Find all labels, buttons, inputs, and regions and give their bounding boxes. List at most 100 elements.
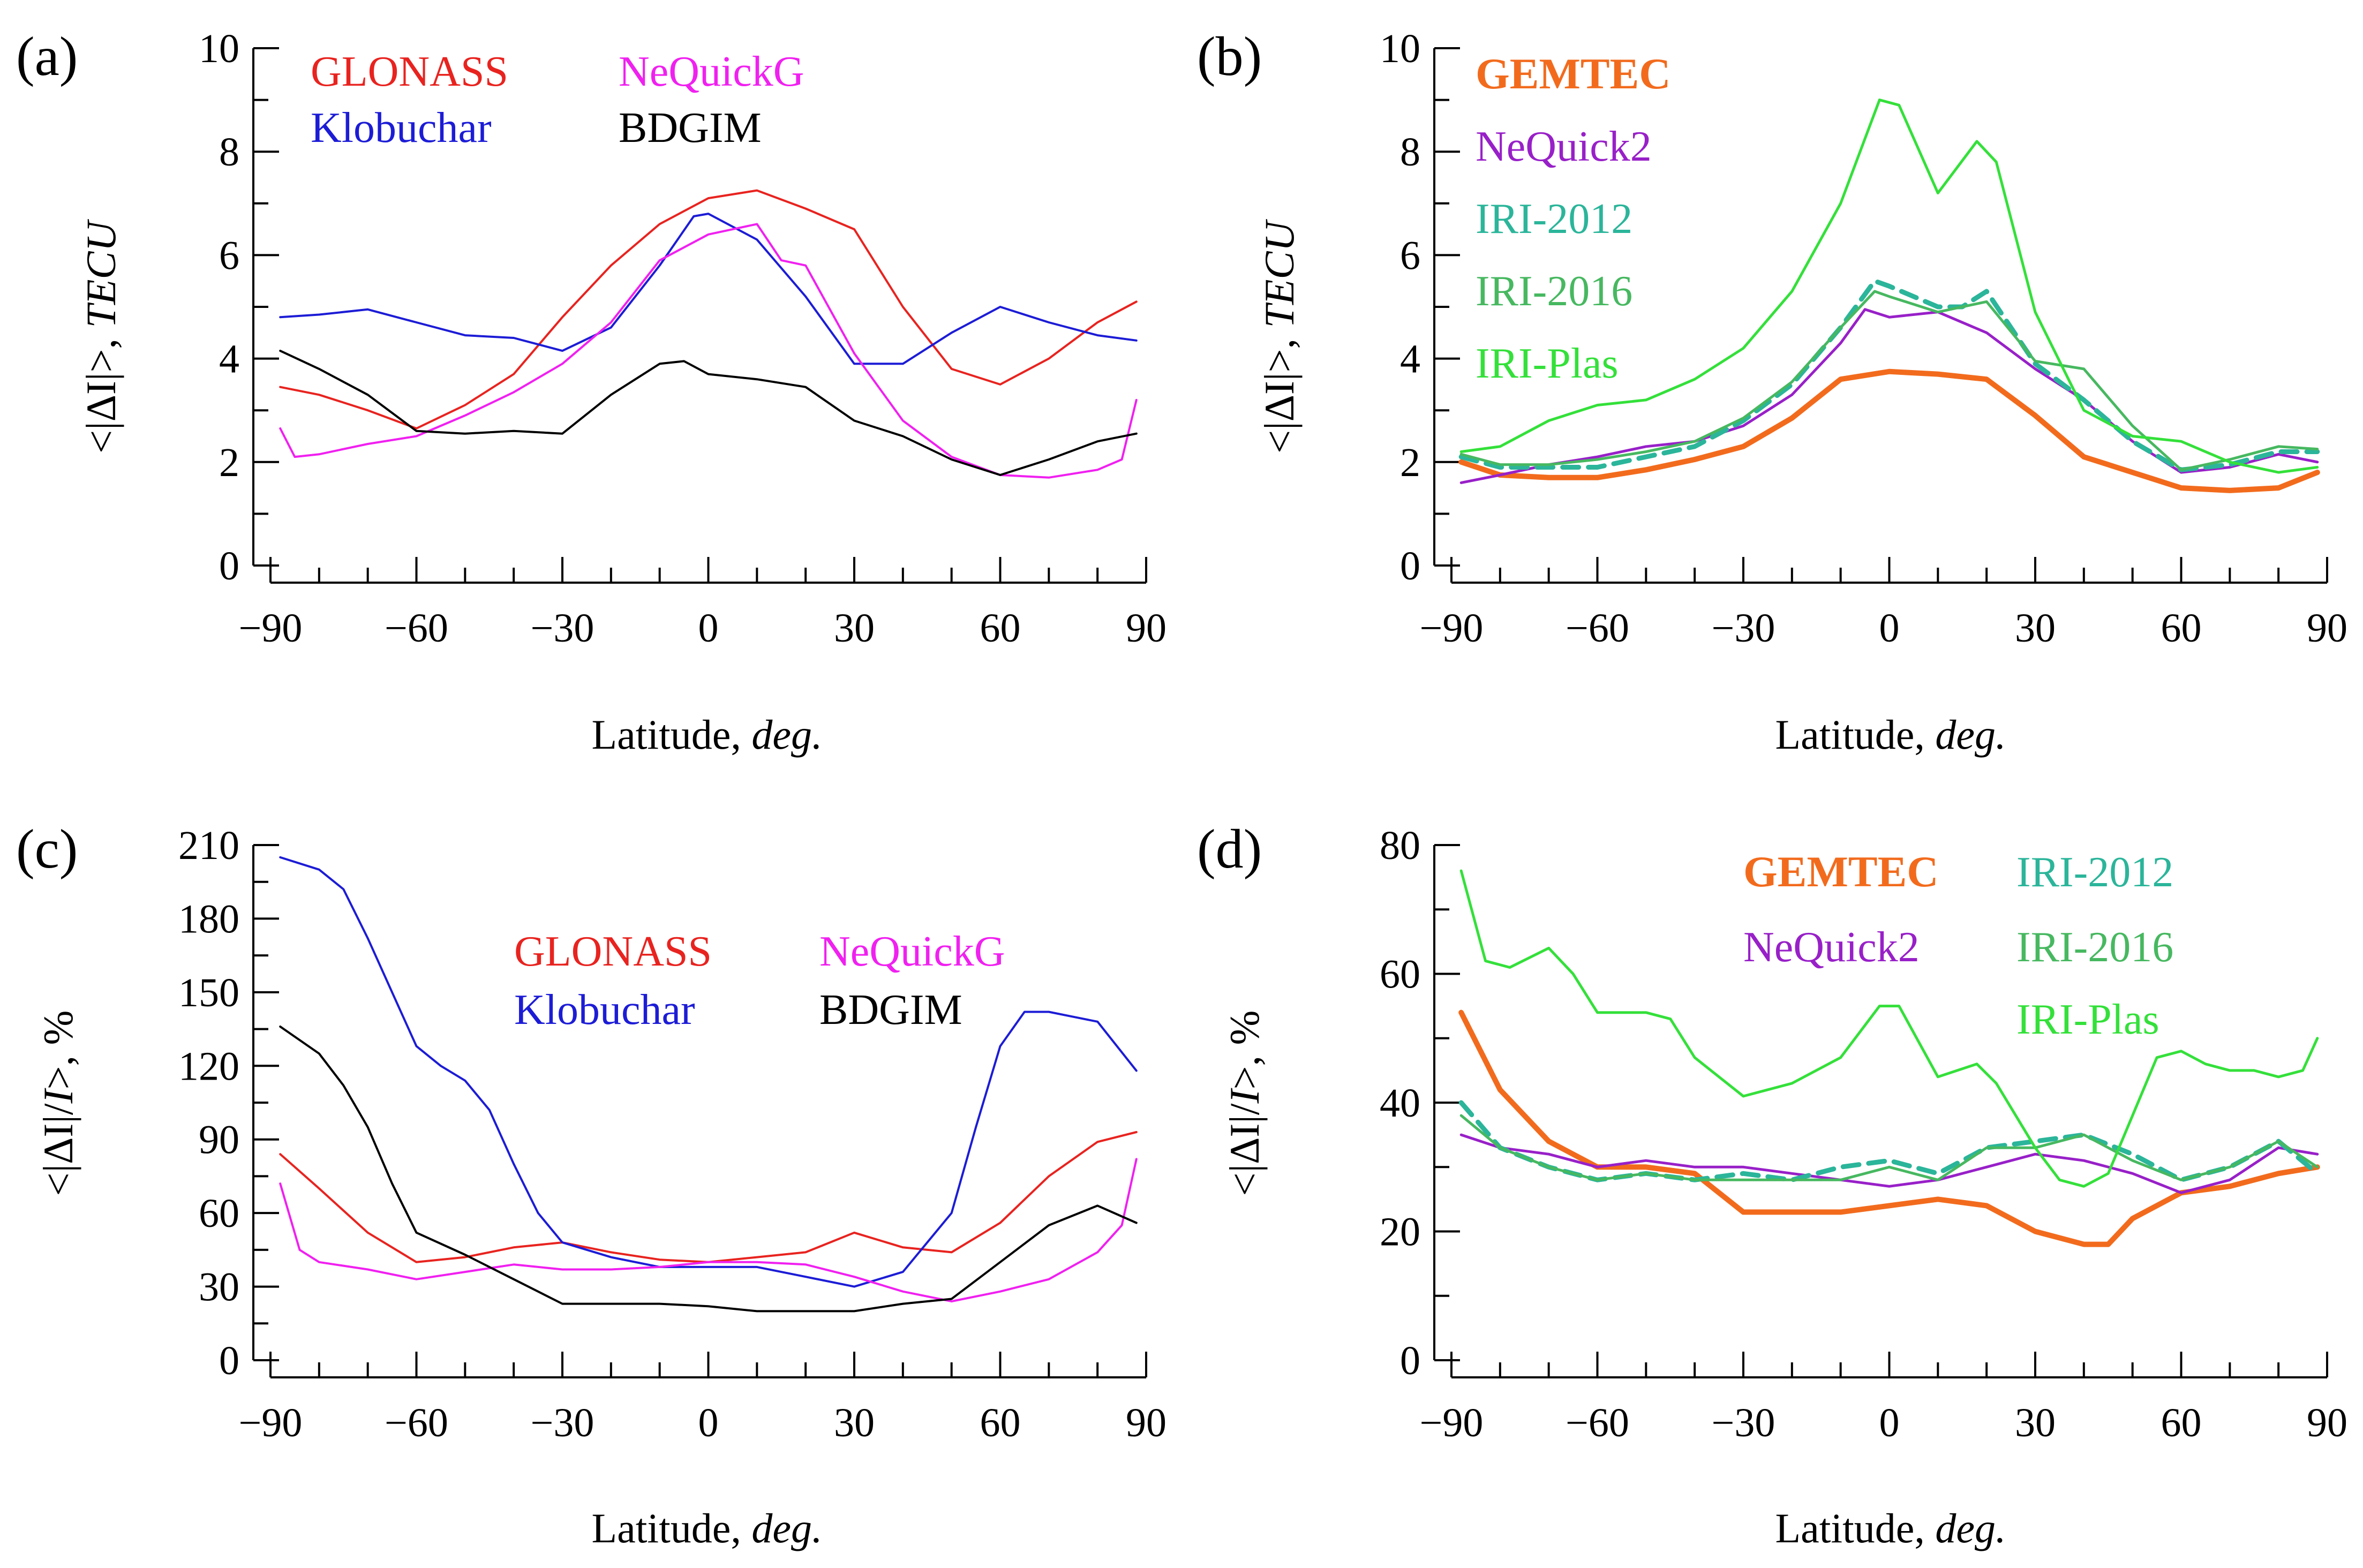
panel-a-series-klobuchar: [279, 213, 1138, 365]
panel-a-series-nequickg: [279, 223, 1138, 479]
panel-c-xlabel: Latitude, deg.: [591, 1505, 822, 1551]
panel-b-y-tick-label: 8: [1400, 130, 1420, 175]
panel-a-plot: 0 2 4 6 8 10 −90 −60 −30 0 30 60 90: [199, 26, 1167, 651]
panel-d-x-tick-label: −60: [1566, 1400, 1629, 1445]
panel-a-legend-nequickg: NeQuickG: [619, 48, 804, 95]
panel-d-x-tick-label: 60: [2161, 1400, 2202, 1445]
panel-b-series-nequick2: [1459, 308, 2319, 484]
panel-a-x-tick-label: −90: [239, 606, 303, 651]
panel-a-y-tick-label: 8: [219, 130, 239, 175]
panel-d-legend-iriplas: IRI-Plas: [2016, 996, 2159, 1043]
panel-b-x-tick-label: 60: [2161, 606, 2202, 651]
panel-d-series-nequick2: [1459, 1133, 2319, 1194]
panel-d-ylabel: <|ΔI|/I>, %: [1221, 1011, 1268, 1196]
panel-c-series-nequickg: [279, 1158, 1138, 1303]
panel-c-x-tick-label: −60: [385, 1400, 448, 1445]
panel-a-y-tick-label: 4: [219, 337, 239, 382]
panel-b-x-tick-label: −30: [1712, 606, 1775, 651]
panel-c-y-tick-label: 150: [178, 970, 239, 1015]
panel-b-x-tick-label: 90: [2307, 606, 2347, 651]
panel-a-y-tick-label: 2: [219, 440, 239, 485]
panel-c-legend-nequickg: NeQuickG: [819, 928, 1005, 975]
panel-d-label: (d): [1197, 818, 1262, 880]
panel-b-y-tick-label: 4: [1400, 337, 1420, 382]
panel-b-legend-iri2016: IRI-2016: [1476, 268, 1632, 315]
panel-b-y-tick-label: 6: [1400, 233, 1420, 278]
panel-b-x-tick-label: −60: [1566, 606, 1629, 651]
panel-c-y-tick-label: 60: [199, 1191, 239, 1236]
panel-c-y-tick-label: 30: [199, 1265, 239, 1310]
panel-b-legend-iriplas: IRI-Plas: [1476, 340, 1619, 387]
panel-a: (a) 0 2 4 6 8 10 −90 −60 −30 0 30 60 90 <|ΔI|>, TECU…: [16, 26, 1167, 758]
panel-a-x-tick-label: 60: [980, 606, 1021, 651]
panel-a-x-tick-label: −30: [531, 606, 594, 651]
panel-c-y-tick-label: 0: [219, 1338, 239, 1383]
panel-d-x-tick-label: 90: [2307, 1400, 2347, 1445]
panel-a-y-tick-label: 0: [219, 544, 239, 589]
panel-b-ylabel: <|ΔI|>, TECU: [1256, 218, 1303, 453]
panel-c-y-tick-label: 120: [178, 1044, 239, 1089]
panel-c-y-tick-label: 210: [178, 823, 239, 868]
panel-c-x-tick-label: −30: [531, 1400, 594, 1445]
panel-b-y-tick-label: 2: [1400, 440, 1420, 485]
panel-d-x-tick-label: −30: [1712, 1400, 1775, 1445]
panel-a-legend-klobuchar: Klobuchar: [311, 104, 492, 152]
panel-d-x-tick-label: −90: [1420, 1400, 1484, 1445]
panel-b-legend-iri2012: IRI-2012: [1476, 195, 1632, 243]
panel-b-series-iri-2016: [1459, 290, 2319, 471]
panel-b-y-tick-label: 10: [1380, 26, 1420, 71]
panel-d-legend-iri2016: IRI-2016: [2016, 924, 2173, 971]
panel-c-y-tick-label: 90: [199, 1118, 239, 1163]
panel-d-xlabel: Latitude, deg.: [1775, 1505, 2006, 1551]
panel-b-x-tick-label: 0: [1879, 606, 1900, 651]
panel-a-x-tick-label: 90: [1126, 606, 1167, 651]
panel-d-series-iri-plas: [1459, 869, 2319, 1188]
panel-b-series-iri-plas: [1459, 99, 2319, 474]
panel-d-y-tick-label: 40: [1380, 1081, 1420, 1126]
panel-c-x-tick-label: −90: [239, 1400, 303, 1445]
panel-c-ylabel: <|ΔI|/I>, %: [35, 1011, 81, 1196]
panel-c-label: (c): [16, 818, 78, 880]
panel-b-y-tick-label: 0: [1400, 544, 1420, 589]
panel-a-xlabel: Latitude, deg.: [591, 711, 822, 758]
panel-b-legend-nequick2: NeQuick2: [1476, 123, 1652, 170]
panel-d-y-tick-label: 80: [1380, 823, 1420, 868]
panel-b-x-tick-label: −90: [1420, 606, 1484, 651]
panel-d-y-tick-label: 20: [1380, 1210, 1420, 1255]
panel-a-label: (a): [16, 26, 78, 87]
panel-b-series-gemtec: [1458, 368, 2320, 493]
panel-b-legend-gemtec: GEMTEC: [1476, 49, 1670, 98]
panel-c-y-tick-label: 180: [178, 896, 239, 941]
panel-b-plot: 0 2 4 6 8 10 −90 −60 −30 0 30 60 90: [1380, 26, 2347, 651]
panel-b: (b) 0 2 4 6 8 10 −90 −60 −30 0 30 60 90 <|ΔI|>, TECU…: [1197, 26, 2347, 758]
panel-d-series-iri-2016: [1459, 1114, 2319, 1181]
panel-a-ylabel: <|ΔI|>, TECU: [78, 218, 124, 453]
panel-a-x-tick-label: −60: [385, 606, 448, 651]
panel-a-y-tick-label: 6: [219, 233, 239, 278]
panel-b-x-tick-label: 30: [2015, 606, 2056, 651]
panel-c-x-tick-label: 30: [834, 1400, 875, 1445]
panel-d-legend-gemtec: GEMTEC: [1743, 847, 1938, 896]
panel-a-x-tick-label: 0: [698, 606, 719, 651]
panel-d-legend-nequick2: NeQuick2: [1743, 924, 1920, 971]
panel-d-y-tick-label: 0: [1400, 1338, 1420, 1383]
panel-b-series-iri-2012: [1458, 278, 2320, 472]
panel-d-x-tick-label: 30: [2015, 1400, 2056, 1445]
panel-a-y-tick-label: 10: [199, 26, 239, 71]
panel-a-series-glonass: [279, 189, 1138, 429]
panel-c-legend-bdgim: BDGIM: [819, 986, 962, 1034]
panel-c-legend-klobuchar: Klobuchar: [514, 986, 695, 1034]
panel-b-xlabel: Latitude, deg.: [1775, 711, 2006, 758]
panel-d-y-tick-label: 60: [1380, 952, 1420, 997]
panel-c-legend-glonass: GLONASS: [514, 928, 712, 975]
panel-d-plot: 0 20 40 60 80 −90 −60 −30 0 30 60 90: [1380, 823, 2347, 1445]
panel-d: (d) 0 20 40 60 80 −90 −60 −30 0 30 60 90 <|ΔI|/I>, …: [1197, 818, 2347, 1551]
panel-c-x-tick-label: 60: [980, 1400, 1021, 1445]
panel-c-x-tick-label: 90: [1126, 1400, 1167, 1445]
panel-c-plot: 0 30 60 90 120 150 180 210 −90 −60 −30 0 30 60 90: [178, 823, 1167, 1445]
panel-c-x-tick-label: 0: [698, 1400, 719, 1445]
panel-a-series-bdgim: [279, 350, 1138, 476]
panel-a-legend-bdgim: BDGIM: [619, 104, 762, 152]
